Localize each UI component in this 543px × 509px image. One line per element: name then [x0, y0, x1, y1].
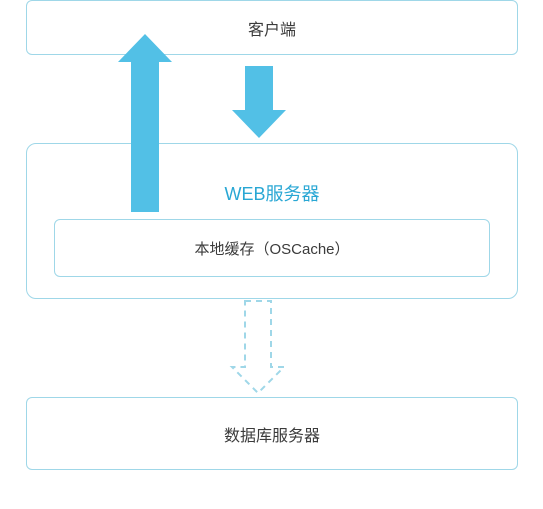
node-db-server: 数据库服务器 — [26, 397, 518, 470]
node-local-cache-label: 本地缓存（OSCache） — [194, 238, 349, 259]
node-client: 客户端 — [26, 0, 518, 55]
node-local-cache: 本地缓存（OSCache） — [54, 219, 490, 277]
diagram-canvas: 客户端 WEB服务器 本地缓存（OSCache） 数据库服务器 — [0, 0, 543, 509]
node-web-server-label: WEB服务器 — [27, 180, 517, 206]
node-client-label: 客户端 — [248, 16, 296, 40]
arrow-down-icon — [232, 66, 286, 138]
node-db-server-label: 数据库服务器 — [224, 422, 320, 446]
arrow-dashed-down-icon — [232, 301, 284, 393]
arrow-up-icon — [118, 34, 172, 212]
